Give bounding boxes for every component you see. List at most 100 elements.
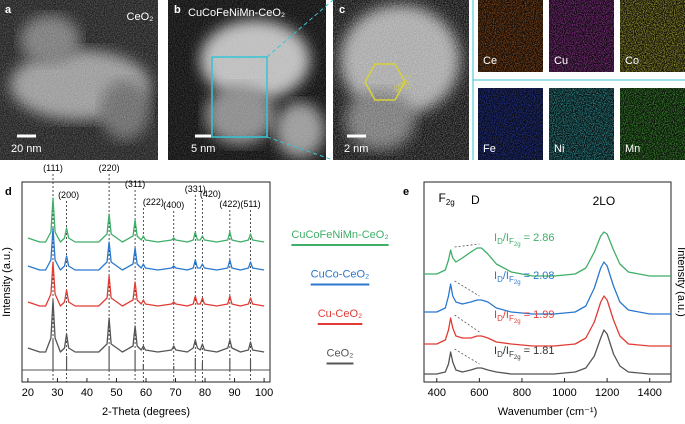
- series-line: [424, 261, 671, 315]
- ratio-part: = 2.08: [521, 270, 555, 282]
- map-signal: [478, 88, 543, 160]
- panel-letter: d: [5, 186, 12, 198]
- ratio-part: F: [509, 275, 514, 284]
- peak-label-main: D: [471, 193, 480, 207]
- ratio-part: F: [509, 237, 514, 246]
- scale-label: 2 nm: [344, 143, 368, 155]
- ratio-part: 2g: [514, 280, 521, 286]
- peak-label: (111): [43, 163, 63, 173]
- ratio-part: I: [494, 270, 497, 282]
- map-label: Co: [625, 55, 639, 67]
- peak-label: 2LO: [593, 194, 616, 208]
- ratio-part: = 1.99: [521, 309, 555, 321]
- legend-label: CuCo-CeO₂: [311, 269, 370, 281]
- ratio-annotation: ID/IF2g = 2.86: [494, 232, 555, 248]
- ratio-annotation: ID/IF2g = 1.99: [494, 309, 555, 325]
- ratio-part: /I: [503, 232, 509, 244]
- ratio-part: 2g: [514, 242, 521, 248]
- x-tick-label: 800: [513, 387, 531, 399]
- series-line: [27, 261, 265, 307]
- ratio-annotation: ID/IF2g = 2.08: [494, 270, 555, 286]
- y-axis-label: Intensity (a.u.): [675, 247, 685, 317]
- legend-label: CuCoFeNiMn-CeO₂: [291, 229, 388, 241]
- series-line: [424, 329, 671, 375]
- x-tick-label: 90: [228, 387, 240, 399]
- peak-label-main: F: [438, 191, 445, 205]
- map-signal: [549, 0, 614, 72]
- ratio-part: D: [497, 275, 503, 284]
- x-tick-label: 1200: [595, 387, 619, 399]
- ratio-part: F: [509, 314, 514, 323]
- ratio-part: D: [497, 314, 503, 323]
- ratio-guide: [454, 348, 480, 365]
- ratio-part: F: [509, 350, 514, 359]
- map-label: Fe: [483, 143, 496, 155]
- peak-label: (311): [125, 179, 145, 189]
- peak-label: (400): [163, 200, 184, 210]
- x-tick-label: 70: [169, 387, 181, 399]
- x-tick-label: 40: [81, 387, 93, 399]
- series-line: [27, 227, 265, 271]
- scale-label: 5 nm: [191, 143, 215, 155]
- x-axis-label: 2-Theta (degrees): [102, 406, 190, 418]
- ratio-part: D: [497, 237, 503, 246]
- element-maps: Ce Cu Co Fe Ni Mn: [478, 0, 685, 160]
- x-tick-label: 1400: [637, 387, 661, 399]
- image-a: [0, 0, 158, 160]
- x-axis-label: Wavenumber (cm⁻¹): [498, 406, 598, 418]
- x-tick-label: 80: [199, 387, 211, 399]
- charts: d 20 30 40 50 60 70 80 90 100 2-Theta (degrees) Int…: [1, 163, 685, 418]
- x-tick-label: 20: [22, 387, 34, 399]
- x-tick-label: 60: [140, 387, 152, 399]
- plot-frame: [21, 181, 271, 383]
- ratio-guide: [454, 280, 480, 297]
- ratio-part: I: [494, 345, 497, 357]
- ratio-guide: [454, 314, 480, 333]
- panel-letter: b: [174, 4, 181, 16]
- peak-label: D: [471, 193, 480, 207]
- panel-letter: e: [403, 186, 409, 198]
- peak-label: (422): [219, 199, 240, 209]
- map-label: Mn: [625, 143, 640, 155]
- ratio-annotation: ID/IF2g = 1.81: [494, 345, 555, 361]
- ratio-part: /I: [503, 270, 509, 282]
- x-tick-label: 600: [470, 387, 488, 399]
- ratio-part: 2g: [514, 319, 521, 325]
- map-signal: [620, 88, 685, 160]
- ratio-part: D: [497, 350, 503, 359]
- peak-label-main: 2LO: [593, 194, 616, 208]
- map-label: Cu: [554, 55, 568, 67]
- map-signal: [478, 0, 543, 72]
- y-axis-label: Intensity (a.u.): [1, 247, 13, 317]
- peak-label-sub: 2g: [446, 198, 455, 207]
- image-b: [168, 0, 326, 160]
- ratio-part: 2g: [514, 355, 521, 361]
- ratio-part: = 2.86: [521, 232, 555, 244]
- series-line: [27, 299, 265, 353]
- peak-label: F2g: [438, 191, 454, 207]
- ratio-part: /I: [503, 309, 509, 321]
- legend-label: Cu-CeO₂: [318, 308, 363, 320]
- map-signal: [549, 88, 614, 160]
- series-line: [424, 231, 671, 277]
- ratio-guide: [454, 243, 480, 248]
- image-label: CeO₂: [127, 11, 154, 23]
- peak-label: (200): [58, 190, 79, 200]
- series-line: [27, 197, 265, 243]
- ratio-part: = 1.81: [521, 345, 555, 357]
- x-tick-label: 50: [110, 387, 122, 399]
- x-tick-label: 30: [51, 387, 63, 399]
- panel-letter: a: [5, 4, 12, 16]
- ratio-part: I: [494, 309, 497, 321]
- peak-label: (420): [200, 189, 221, 199]
- panel-letter: c: [339, 4, 345, 16]
- ratio-part: /I: [503, 345, 509, 357]
- peak-label: (331): [185, 184, 206, 194]
- x-tick-label: 400: [428, 387, 446, 399]
- x-tick-label: 1000: [552, 387, 576, 399]
- map-label: Ni: [554, 143, 564, 155]
- legend-label: CeO₂: [327, 348, 354, 360]
- peak-label: (222): [143, 197, 164, 207]
- connectors: [266, 0, 685, 161]
